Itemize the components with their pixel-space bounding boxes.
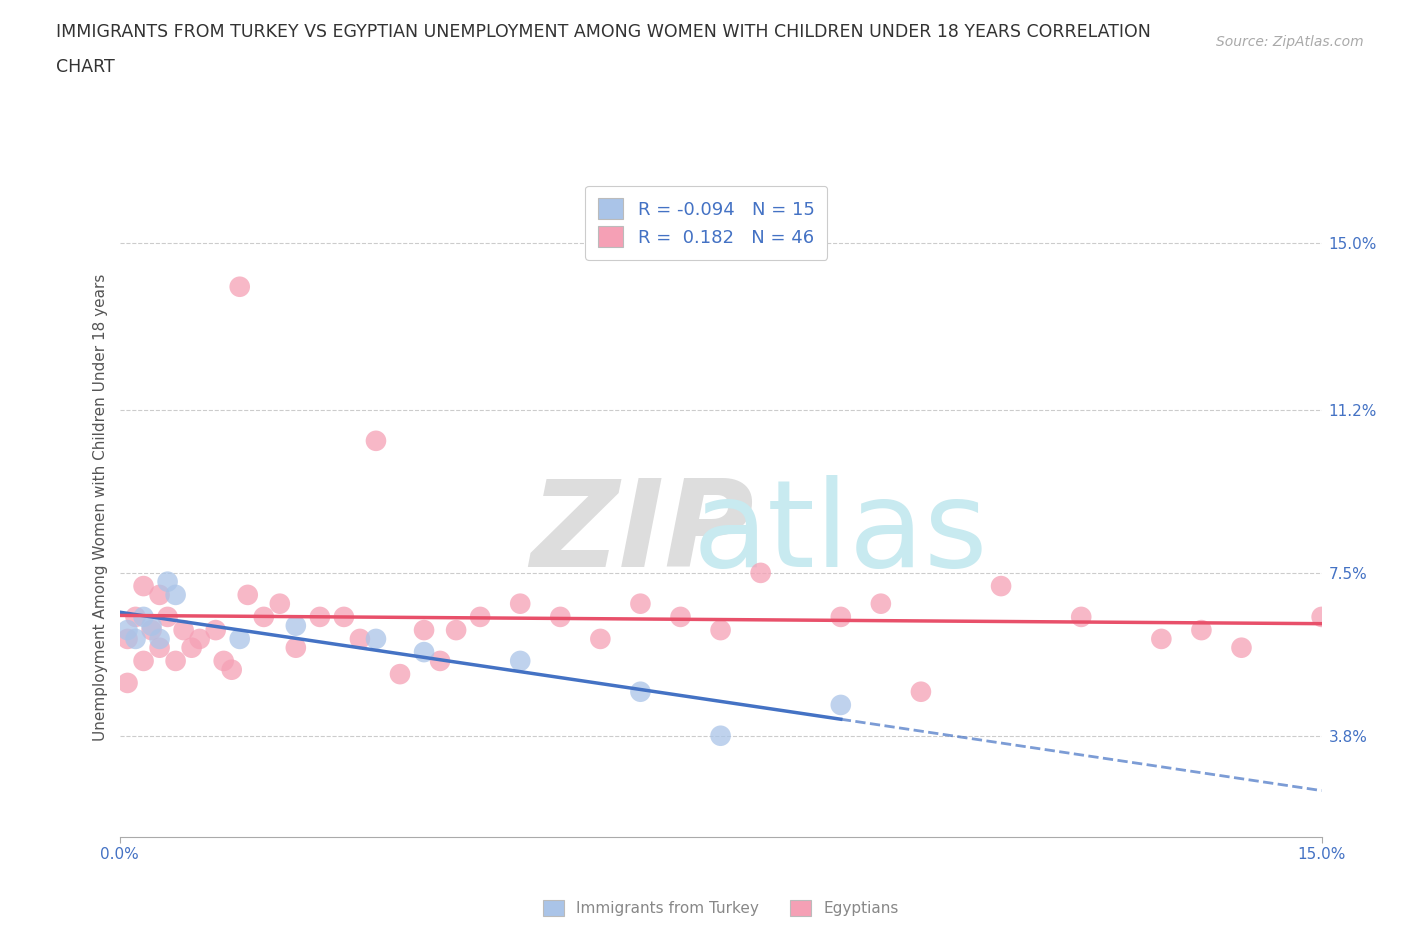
Point [749,565,772,580]
Point [550,609,572,624]
Point [117,623,139,638]
Point [228,631,252,646]
Point [228,279,252,294]
Point [589,631,612,646]
Point [132,578,155,593]
Text: atlas: atlas [693,474,988,591]
Point [165,654,187,669]
Point [309,609,332,624]
Point [165,588,187,603]
Point [333,609,356,624]
Point [149,640,172,655]
Point [188,631,211,646]
Point [349,631,371,646]
Point [709,728,731,743]
Point [630,684,652,699]
Legend: Immigrants from Turkey, Egyptians: Immigrants from Turkey, Egyptians [537,894,904,923]
Text: IMMIGRANTS FROM TURKEY VS EGYPTIAN UNEMPLOYMENT AMONG WOMEN WITH CHILDREN UNDER : IMMIGRANTS FROM TURKEY VS EGYPTIAN UNEMP… [56,23,1152,41]
Text: CHART: CHART [56,58,115,75]
Point [830,698,852,712]
Point [117,631,139,646]
Point [212,654,235,669]
Point [429,654,451,669]
Point [132,654,155,669]
Point [1191,623,1213,638]
Point [630,596,652,611]
Point [236,588,259,603]
Point [284,618,307,633]
Point [156,574,179,589]
Text: Source: ZipAtlas.com: Source: ZipAtlas.com [1216,35,1364,49]
Point [468,609,492,624]
Point [269,596,291,611]
Point [1310,609,1333,624]
Point [869,596,893,611]
Point [388,667,412,682]
Point [253,609,276,624]
Point [413,644,436,659]
Point [173,623,195,638]
Point [1070,609,1092,624]
Point [1230,640,1253,655]
Point [910,684,932,699]
Point [709,623,731,638]
Point [221,662,243,677]
Point [117,675,139,690]
Point [141,623,163,638]
Point [990,578,1012,593]
Point [204,623,226,638]
Point [284,640,307,655]
Point [180,640,202,655]
Point [156,609,179,624]
Point [669,609,692,624]
Point [132,609,155,624]
Point [1150,631,1173,646]
Point [364,433,387,448]
Point [364,631,387,646]
Point [124,631,146,646]
Point [149,588,172,603]
Point [149,631,172,646]
Point [509,596,531,611]
Point [413,623,436,638]
Point [509,654,531,669]
Point [444,623,467,638]
Point [830,609,852,624]
Point [124,609,146,624]
Y-axis label: Unemployment Among Women with Children Under 18 years: Unemployment Among Women with Children U… [93,273,108,740]
Text: ZIP: ZIP [530,474,754,591]
Point [141,618,163,633]
